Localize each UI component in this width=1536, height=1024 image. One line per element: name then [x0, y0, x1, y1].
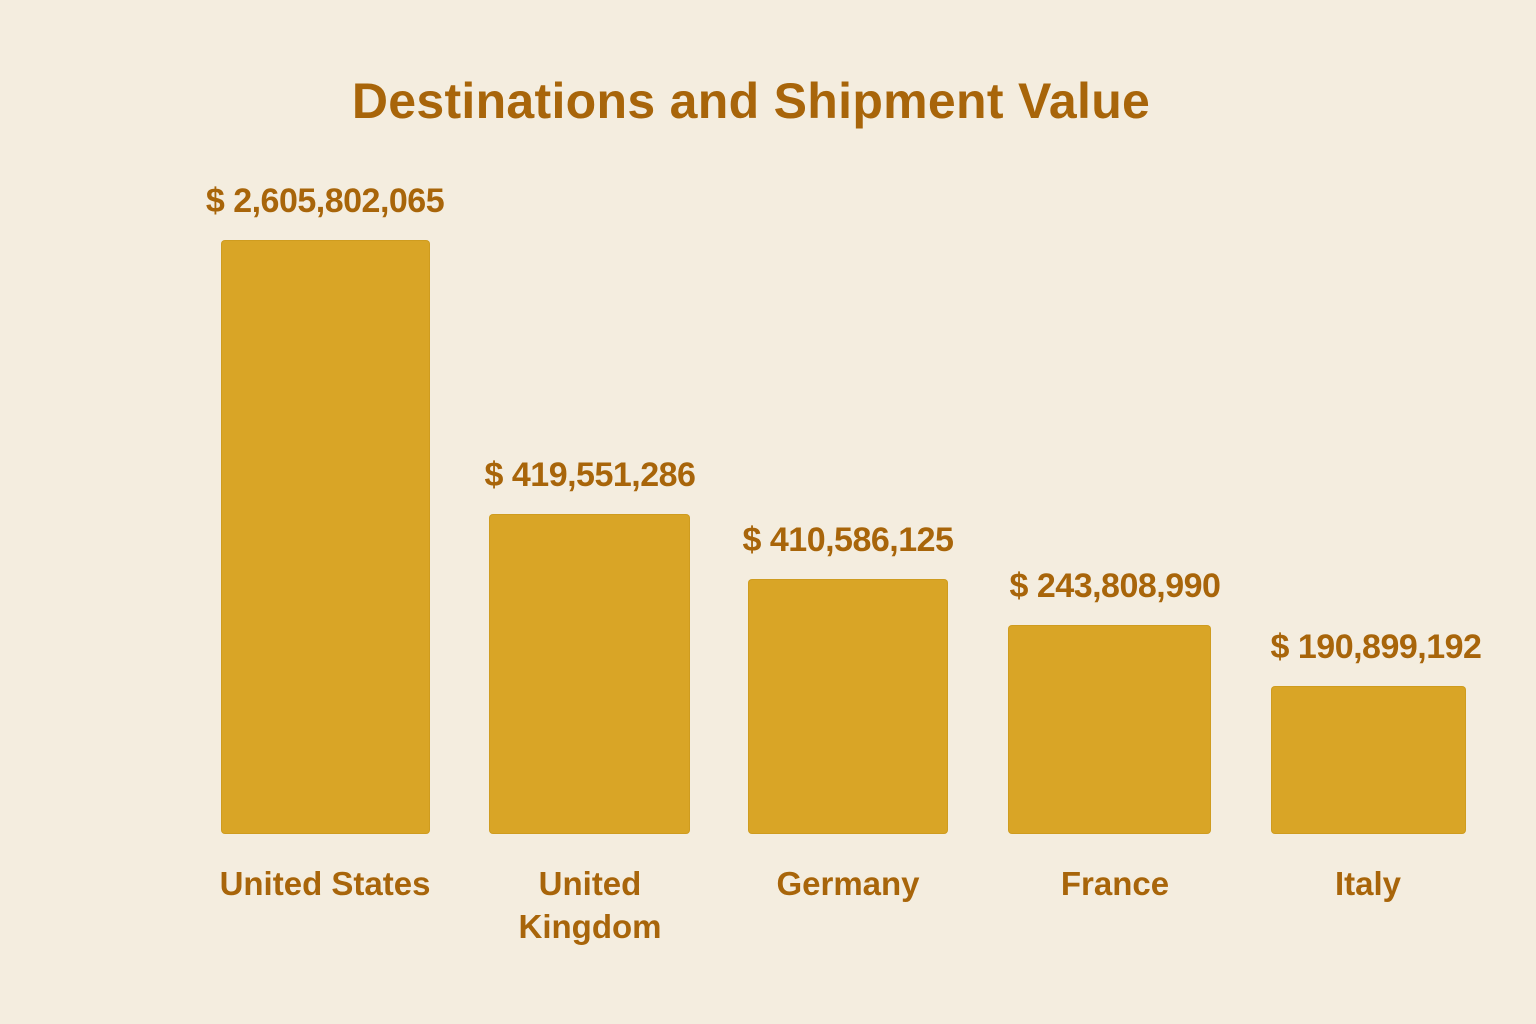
value-label-united-kingdom: $ 419,551,286: [484, 456, 696, 494]
category-label-italy: Italy: [1334, 865, 1402, 902]
value-label-italy: $ 190,899,192: [1270, 628, 1482, 666]
category-label-germany: Germany: [776, 865, 920, 902]
bar-italy[interactable]: [1271, 686, 1466, 834]
category-label-line: United: [538, 865, 642, 902]
chart-title: Destinations and Shipment Value: [351, 73, 1151, 129]
category-label-united-kingdom: United Kingdom: [440, 862, 740, 948]
bar-united-states[interactable]: [221, 240, 430, 834]
value-label-france: $ 243,808,990: [1009, 567, 1221, 605]
category-label-france: France: [1060, 865, 1170, 902]
value-label-germany: $ 410,586,125: [742, 521, 954, 559]
bar-germany[interactable]: [748, 579, 948, 834]
value-label-united-states: $ 2,605,802,065: [205, 182, 445, 220]
category-label-united-states: United States: [219, 865, 431, 902]
category-label-line: Kingdom: [518, 908, 662, 945]
bar-france[interactable]: [1008, 625, 1211, 834]
bar-united-kingdom[interactable]: [489, 514, 690, 834]
